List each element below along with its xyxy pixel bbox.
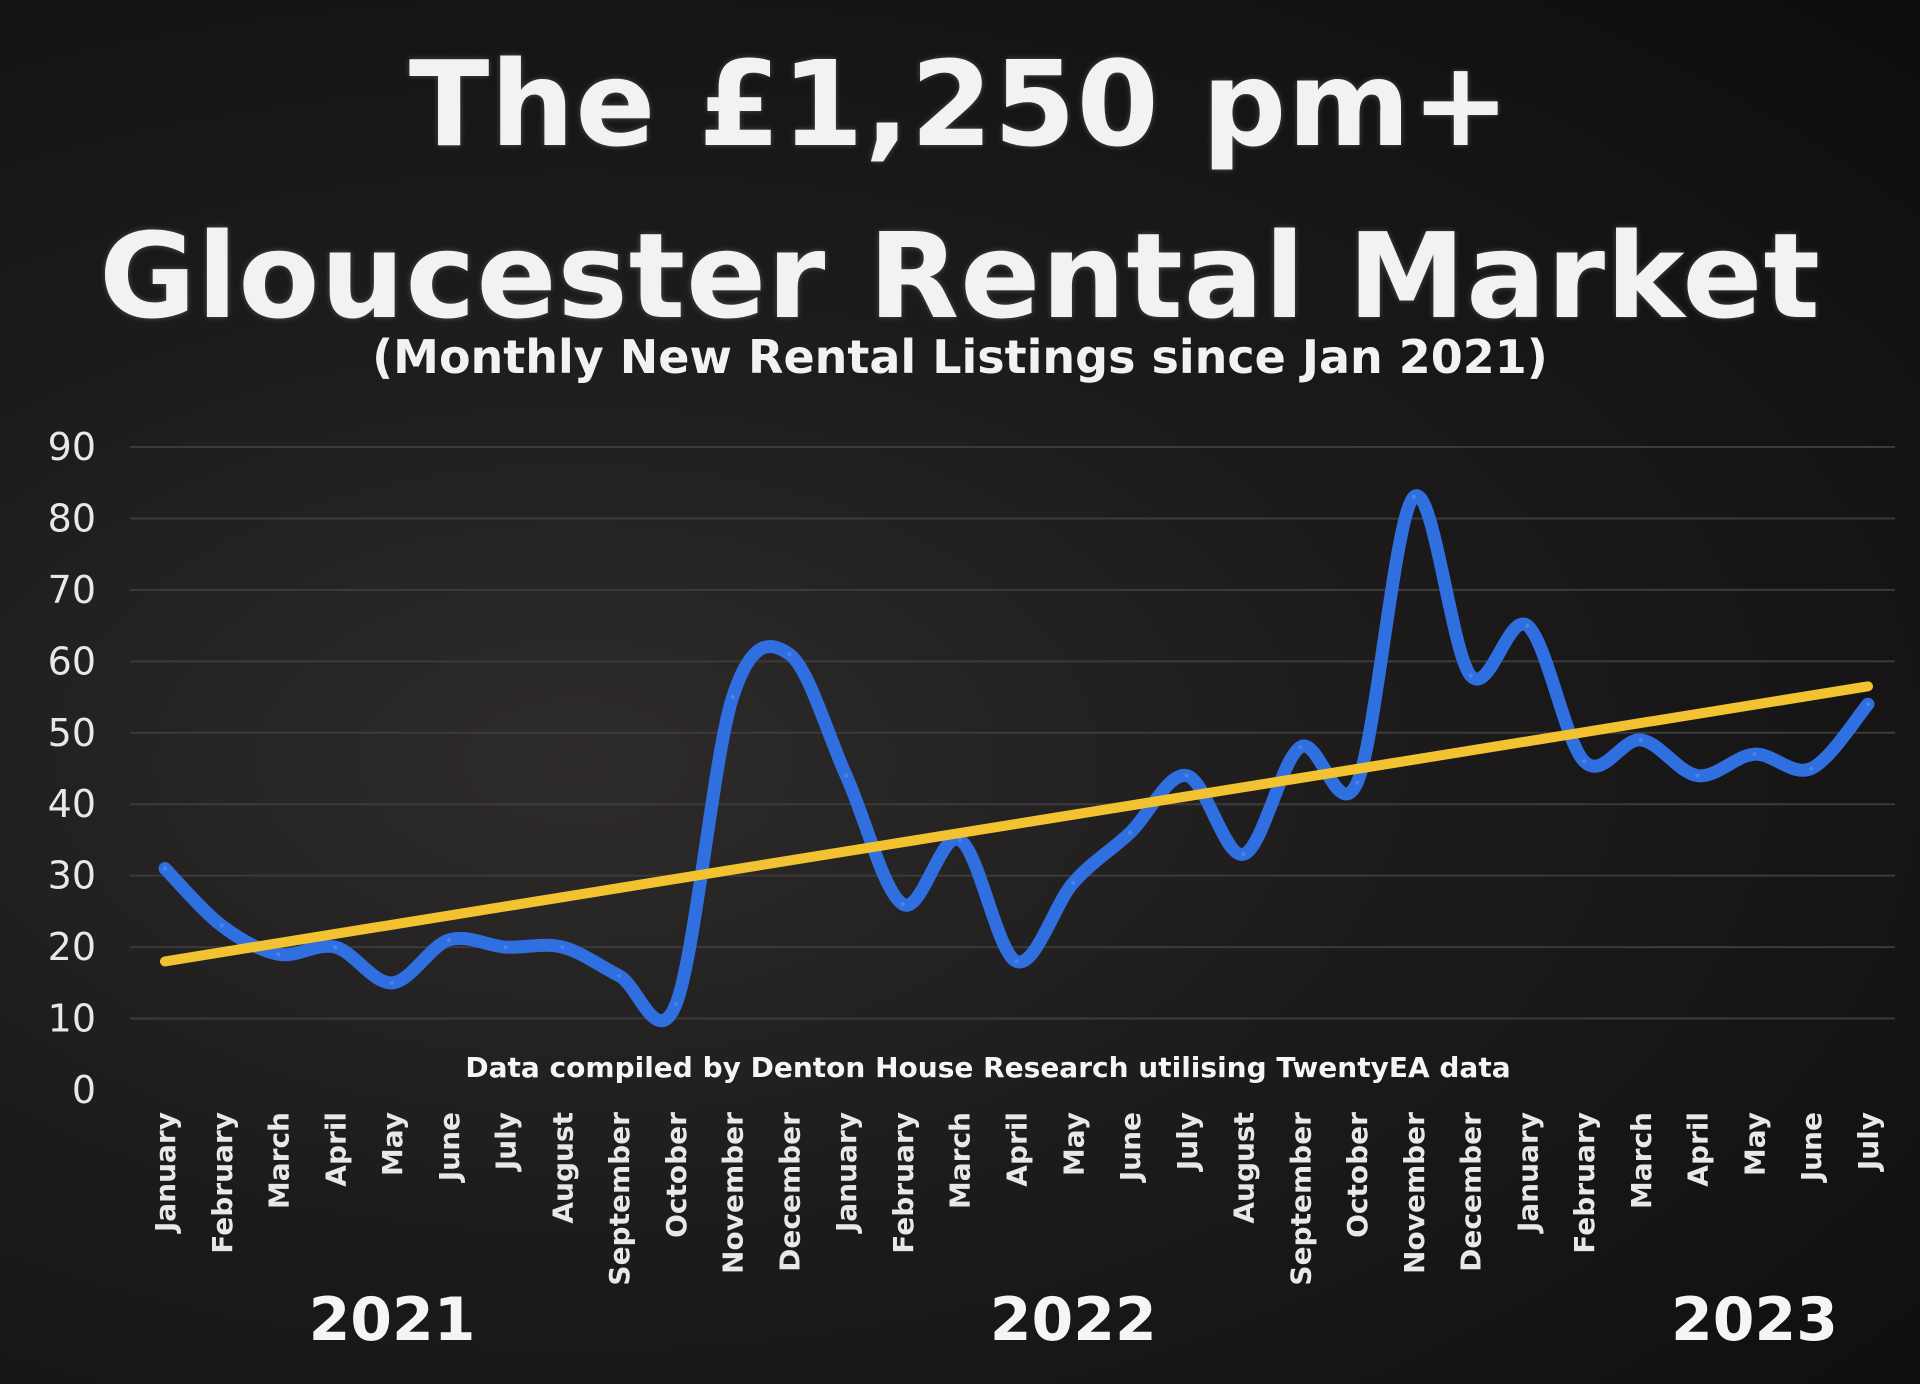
data-point [1411,495,1416,500]
data-point [1014,959,1019,964]
data-point [1752,752,1757,757]
x-tick-label: June [1114,1112,1147,1183]
x-tick-label: March [944,1112,977,1209]
data-point [219,923,224,928]
data-point [617,973,622,978]
x-tick-label: August [546,1112,579,1224]
x-tick-label: June [1795,1112,1828,1183]
chart-title-line-2: Gloucester Rental Market [99,207,1821,345]
x-tick-label: February [1568,1112,1601,1254]
y-axis-ticks: 0 10 20 30 40 50 60 70 80 90 [48,425,96,1112]
x-tick-label: January [149,1112,182,1234]
data-point [844,773,849,778]
x-tick-label: February [887,1112,920,1254]
x-tick-label: January [1511,1112,1544,1234]
data-point [446,937,451,942]
x-axis-ticks: January February March April May June July Augu… [149,1112,1885,1286]
x-tick-label: July [1171,1112,1204,1172]
trend-line [160,681,1873,967]
chart-title: The £1,250 pm+ Gloucester Rental Market [0,18,1920,362]
year-label: 2023 [1671,1285,1838,1355]
x-tick-label: January [830,1112,863,1234]
data-point [1638,737,1643,742]
x-tick-label: August [1228,1112,1261,1224]
year-labels: 2021 2022 2023 [309,1285,1838,1355]
data-point [560,945,565,950]
chart-subtitle: (Monthly New Rental Listings since Jan 2… [372,330,1548,384]
x-tick-label: November [717,1112,750,1274]
y-tick-label: 60 [48,639,96,683]
data-point [390,980,395,985]
series-layer [158,489,1875,1028]
x-tick-label: March [263,1112,296,1209]
data-point [333,945,338,950]
y-tick-label: 90 [48,425,96,469]
data-point [1241,852,1246,857]
data-point [957,837,962,842]
data-point [1809,766,1814,771]
gridlines [130,446,1895,1020]
data-point [1695,773,1700,778]
data-point [1071,880,1076,885]
data-point [1184,773,1189,778]
y-tick-label: 10 [48,997,96,1041]
source-annotation: Data compiled by Denton House Research u… [465,1051,1510,1084]
data-point [1355,780,1360,785]
y-tick-label: 0 [72,1068,96,1112]
data-point [503,945,508,950]
x-tick-label: July [1852,1112,1885,1172]
y-tick-label: 70 [48,568,96,612]
x-tick-label: April [1001,1112,1034,1187]
x-tick-label: November [1398,1112,1431,1274]
data-point [1298,745,1303,750]
x-tick-label: December [773,1112,806,1272]
y-tick-label: 20 [48,925,96,969]
year-label: 2021 [309,1285,476,1355]
data-point [730,695,735,700]
x-tick-label: September [603,1112,636,1286]
data-point [163,866,167,871]
x-tick-label: May [1738,1112,1771,1176]
x-tick-label: April [1682,1112,1715,1187]
y-tick-label: 50 [48,711,96,755]
data-point [1128,830,1133,835]
x-tick-label: October [1341,1112,1374,1238]
data-point [1866,702,1870,707]
data-point [787,652,792,657]
x-tick-label: February [206,1112,239,1254]
x-tick-label: May [376,1112,409,1176]
data-point [900,902,905,907]
x-tick-label: July [490,1112,523,1172]
chart-title-line-1: The £1,250 pm+ [408,35,1512,173]
series-line-listings [158,489,1875,1028]
y-tick-label: 80 [48,496,96,540]
y-tick-label: 40 [48,782,96,826]
x-tick-label: April [319,1112,352,1187]
x-tick-label: October [660,1112,693,1238]
data-point [1468,673,1473,678]
data-point [1525,623,1530,628]
data-point [673,1002,678,1007]
x-tick-label: March [1625,1112,1658,1209]
x-tick-label: September [1284,1112,1317,1286]
year-label: 2022 [990,1285,1157,1355]
x-tick-label: June [433,1112,466,1183]
data-point [1582,759,1587,764]
data-point [276,952,281,957]
y-tick-label: 30 [48,854,96,898]
x-tick-label: May [1057,1112,1090,1176]
x-tick-label: December [1455,1112,1488,1272]
